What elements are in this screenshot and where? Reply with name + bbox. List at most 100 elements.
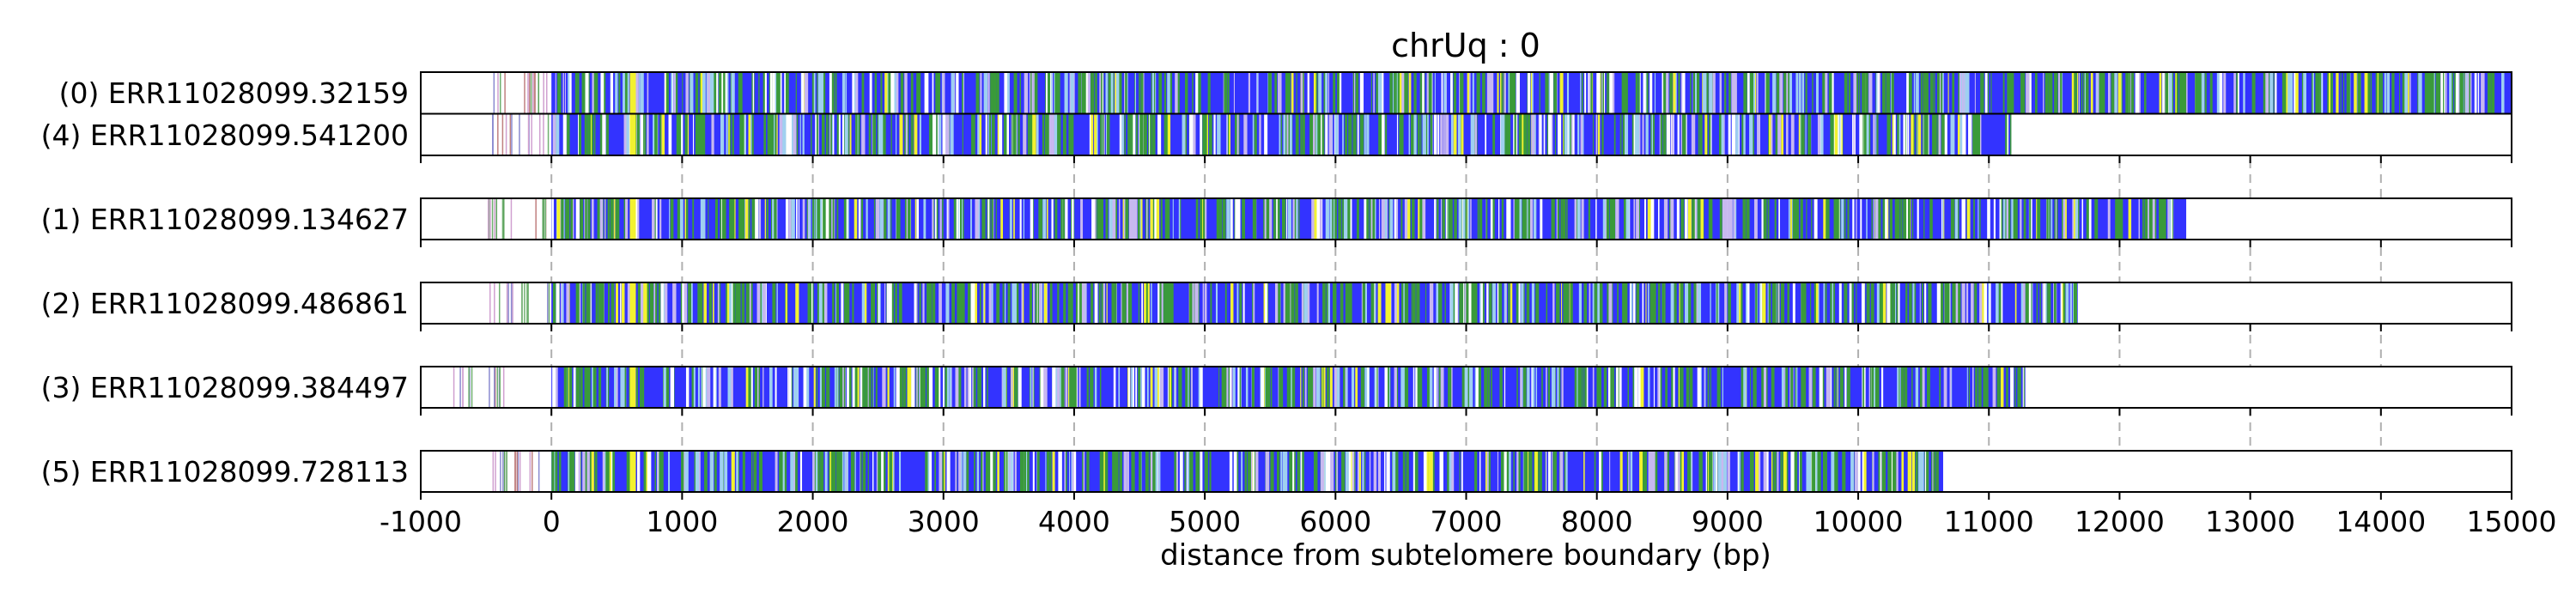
variant-stripe	[1543, 114, 1546, 155]
subtelomere-tick	[504, 72, 506, 113]
variant-stripe	[1370, 282, 1375, 324]
variant-stripe	[1449, 367, 1452, 408]
variant-stripe	[1065, 367, 1068, 408]
variant-stripe	[1154, 367, 1157, 408]
variant-stripe	[1600, 282, 1603, 324]
variant-stripe	[922, 282, 925, 324]
variant-stripe	[1795, 367, 1796, 408]
variant-stripe	[1243, 114, 1248, 155]
variant-stripe	[1903, 114, 1905, 155]
variant-stripe	[1033, 72, 1035, 113]
variant-stripe	[1659, 114, 1661, 155]
variant-stripe	[1141, 282, 1144, 324]
subtelomere-tick	[514, 451, 516, 492]
variant-stripe	[806, 198, 808, 240]
variant-stripe	[1434, 72, 1436, 113]
variant-stripe	[942, 72, 945, 113]
variant-stripe	[1958, 282, 1961, 324]
subtelomere-tick	[527, 282, 529, 324]
variant-stripe	[1984, 282, 1988, 324]
variant-stripe	[857, 367, 860, 408]
subtelomere-tick	[528, 72, 531, 113]
variant-stripe	[1959, 72, 1963, 113]
variant-stripe	[946, 451, 949, 492]
variant-stripe	[610, 72, 613, 113]
variant-stripe	[1152, 198, 1155, 240]
variant-stripe	[1582, 367, 1584, 408]
variant-stripe	[1034, 72, 1038, 113]
variant-stripe	[1358, 451, 1362, 492]
variant-stripe	[1873, 198, 1875, 240]
variant-stripe	[1168, 282, 1172, 324]
variant-stripe	[1531, 282, 1535, 324]
variant-stripe	[2435, 72, 2439, 113]
variant-stripe	[1139, 367, 1141, 408]
variant-stripe	[658, 282, 661, 324]
variant-stripe	[1135, 114, 1138, 155]
variant-stripe	[1790, 367, 1794, 408]
x-axis-label: distance from subtelomere boundary (bp)	[1160, 538, 1771, 573]
variant-stripe	[1460, 72, 1464, 113]
variant-stripe	[1974, 282, 1978, 324]
variant-stripe	[1401, 367, 1406, 408]
variant-stripe	[1389, 198, 1394, 240]
variant-stripe	[1727, 198, 1732, 240]
variant-stripe	[1300, 114, 1303, 155]
subtelomere-tick	[529, 451, 532, 492]
variant-stripe	[1043, 367, 1048, 408]
variant-stripe	[1944, 114, 1947, 155]
variant-stripe	[1814, 282, 1816, 324]
variant-stripe	[1139, 114, 1144, 155]
variant-stripe	[2295, 72, 2299, 113]
variant-stripe	[2121, 72, 2123, 113]
subtelomere-tick	[532, 451, 533, 492]
variant-stripe	[772, 282, 775, 324]
variant-stripe	[1870, 367, 1872, 408]
variant-stripe	[647, 72, 649, 113]
variant-stripe	[804, 72, 809, 113]
variant-stripe	[1019, 72, 1022, 113]
variant-stripe	[1108, 72, 1112, 113]
variant-stripe	[796, 367, 799, 408]
variant-stripe	[1085, 72, 1089, 113]
variant-stripe	[742, 451, 744, 492]
variant-stripe	[1743, 72, 1747, 113]
variant-stripe	[1507, 451, 1510, 492]
variant-stripe	[1290, 367, 1294, 408]
variant-stripe	[1489, 282, 1492, 324]
variant-stripe	[1638, 72, 1640, 113]
variant-stripe	[845, 72, 848, 113]
variant-stripe	[2020, 282, 2024, 324]
variant-stripe	[1298, 198, 1300, 240]
variant-stripe	[684, 198, 687, 240]
variant-stripe	[1150, 198, 1153, 240]
read-track: (2) ERR11028099.486861	[41, 282, 2512, 324]
subtelomere-tick	[495, 451, 496, 492]
variant-stripe	[1379, 114, 1382, 155]
variant-stripe	[1866, 198, 1868, 240]
variant-stripe	[692, 198, 695, 240]
variant-stripe	[1865, 72, 1868, 113]
variant-stripe	[936, 198, 939, 240]
variant-stripe	[1138, 367, 1139, 408]
variant-stripe	[1552, 282, 1555, 324]
variant-stripe	[1541, 367, 1543, 408]
variant-stripe	[709, 72, 714, 113]
variant-stripe	[907, 367, 912, 408]
variant-stripe	[887, 198, 890, 240]
variant-stripe	[1144, 282, 1146, 324]
variant-stripe	[807, 282, 811, 324]
variant-stripe	[1478, 367, 1481, 408]
variant-stripe	[1993, 198, 1996, 240]
variant-stripe	[1625, 114, 1629, 155]
variant-stripe	[1338, 198, 1342, 240]
variant-stripe	[664, 72, 666, 113]
variant-stripe	[1226, 198, 1230, 240]
variant-stripe	[1900, 367, 1905, 408]
variant-stripe	[958, 451, 962, 492]
variant-stripe	[1990, 72, 1992, 113]
variant-stripe	[2099, 72, 2101, 113]
variant-stripe	[1273, 198, 1276, 240]
variant-stripe	[1359, 114, 1364, 155]
variant-stripe	[591, 451, 594, 492]
